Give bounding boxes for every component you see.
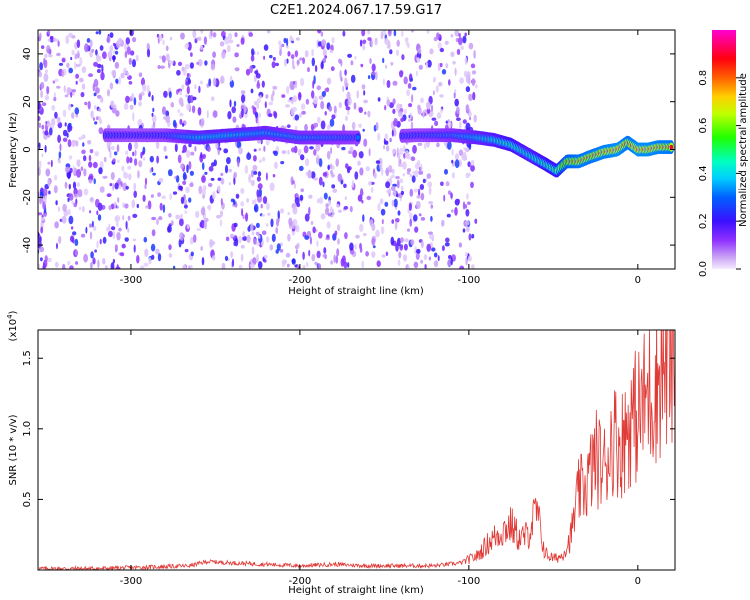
y-tick-label: 0.5 — [22, 491, 33, 507]
colorbar-tick-label: 0.2 — [698, 213, 709, 229]
snr-frame — [37, 329, 676, 571]
colorbar-label: Normalized spectral amplitude — [738, 73, 749, 227]
spectrogram-ridge — [102, 125, 675, 178]
x-tick-label: -300 — [120, 576, 143, 587]
spectrogram-xlabel: Height of straight line (km) — [288, 286, 424, 297]
y-tick-label: 1.0 — [22, 421, 33, 437]
chart-title: C2E1.2024.067.17.59.G17 — [270, 3, 442, 18]
x-tick-label: -200 — [289, 576, 312, 587]
spectrogram-noise — [38, 30, 478, 269]
snr-ylabel: SNR (10 * v/v) — [8, 414, 19, 485]
snr-series-line — [38, 330, 675, 570]
x-tick-label: -100 — [458, 576, 481, 587]
y-tick-label: 40 — [22, 48, 33, 61]
y-tick-label: 0 — [22, 146, 33, 152]
snr-plot-area — [38, 330, 675, 570]
colorbar-tick-label: 0.6 — [698, 118, 709, 134]
colorbar: 0.0 0.2 0.4 0.6 0.8 Normalized spectral ampl… — [698, 30, 749, 277]
colorbar-ticks: 0.0 0.2 0.4 0.6 0.8 — [698, 70, 741, 277]
snr-marks — [38, 330, 675, 570]
y-tick-label: -20 — [22, 189, 33, 205]
x-tick-label: -300 — [120, 275, 143, 286]
snr-xlabel: Height of straight line (km) — [288, 585, 424, 596]
spectrogram-ylabel: Frequency (Hz) — [8, 112, 19, 188]
x-tick-label: -200 — [289, 275, 312, 286]
x-tick-label: 0 — [635, 275, 641, 286]
x-tick-label: 0 — [635, 576, 641, 587]
colorbar-gradient — [712, 30, 736, 269]
snr-ticks: -300 -200 -100 0 0.5 1.0 1.5 — [22, 330, 675, 587]
x-tick-label: -100 — [458, 275, 481, 286]
y-tick-label: 1.5 — [22, 350, 33, 366]
snr-multiplier-label: (x104) — [6, 310, 19, 341]
colorbar-tick-label: 0.8 — [698, 70, 709, 86]
y-tick-label: 20 — [22, 95, 33, 108]
spectrogram-marks — [38, 30, 675, 269]
colorbar-tick-label: 0.4 — [698, 165, 709, 181]
colorbar-tick-label: 0.0 — [698, 261, 709, 277]
snr-panel: -300 -200 -100 0 0.5 1.0 1.5 Height of straigh… — [6, 310, 676, 596]
y-tick-label: -40 — [22, 237, 33, 253]
